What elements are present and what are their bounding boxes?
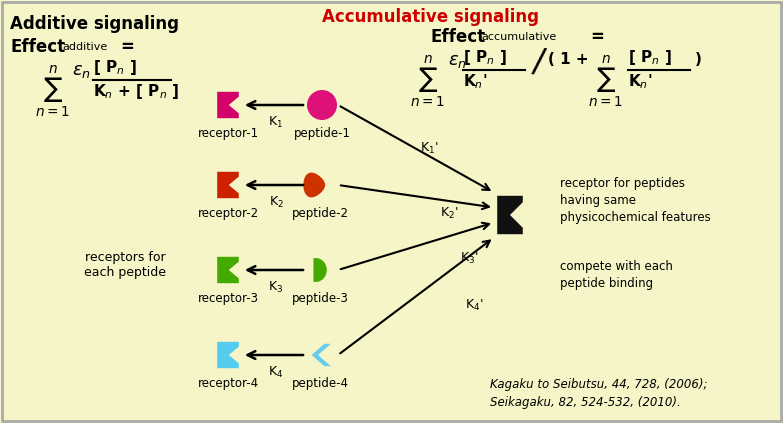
Text: $\varepsilon_n$: $\varepsilon_n$ xyxy=(448,52,467,70)
Text: $\sum_{n=1}^{n}$: $\sum_{n=1}^{n}$ xyxy=(35,65,70,119)
Text: =: = xyxy=(120,38,134,56)
Text: [ P$_n$ ]: [ P$_n$ ] xyxy=(93,58,137,77)
Text: K$_n$': K$_n$' xyxy=(628,72,652,91)
Text: peptide-3: peptide-3 xyxy=(291,292,348,305)
Text: [ P$_n$ ]: [ P$_n$ ] xyxy=(463,48,507,67)
Text: K$_1$': K$_1$' xyxy=(420,140,438,156)
Text: receptor-1: receptor-1 xyxy=(197,127,258,140)
Text: receptor-4: receptor-4 xyxy=(197,377,258,390)
Text: Accumulative signaling: Accumulative signaling xyxy=(322,8,539,26)
Text: K$_3$: K$_3$ xyxy=(269,280,283,295)
Text: K$_n$': K$_n$' xyxy=(463,72,488,91)
Text: $\sum_{n=1}^{n}$: $\sum_{n=1}^{n}$ xyxy=(410,55,445,110)
Text: K$_3$': K$_3$' xyxy=(460,250,478,266)
Text: /: / xyxy=(530,45,547,80)
Text: peptide-4: peptide-4 xyxy=(291,377,348,390)
Text: $\sum_{n=1}^{n}$: $\sum_{n=1}^{n}$ xyxy=(588,55,622,110)
Polygon shape xyxy=(497,196,523,234)
Text: =: = xyxy=(590,28,604,46)
Text: Kagaku to Seibutsu, 44, 728, (2006);
Seikagaku, 82, 524-532, (2010).: Kagaku to Seibutsu, 44, 728, (2006); Sei… xyxy=(490,378,708,409)
Text: $\varepsilon_n$: $\varepsilon_n$ xyxy=(72,62,91,80)
Text: receptors for
each peptide: receptors for each peptide xyxy=(84,251,166,279)
Polygon shape xyxy=(312,344,330,366)
Polygon shape xyxy=(217,342,239,368)
Text: Effect: Effect xyxy=(430,28,485,46)
Polygon shape xyxy=(217,172,239,198)
Text: K$_1$: K$_1$ xyxy=(269,115,283,130)
Text: K$_4$': K$_4$' xyxy=(465,297,483,313)
Text: receptor for peptides
having same
physicochemical features: receptor for peptides having same physic… xyxy=(560,176,711,223)
Text: K$_2$': K$_2$' xyxy=(440,206,459,220)
Polygon shape xyxy=(303,173,325,198)
Text: compete with each
peptide binding: compete with each peptide binding xyxy=(560,260,673,290)
Polygon shape xyxy=(313,258,327,282)
Text: ): ) xyxy=(695,52,702,67)
Text: peptide-2: peptide-2 xyxy=(291,207,348,220)
Text: K$_n$ + [ P$_n$ ]: K$_n$ + [ P$_n$ ] xyxy=(93,82,179,101)
Circle shape xyxy=(307,90,337,120)
Text: Effect: Effect xyxy=(10,38,65,56)
Polygon shape xyxy=(217,92,239,118)
Text: K$_2$: K$_2$ xyxy=(269,195,283,210)
Text: [ P$_n$ ]: [ P$_n$ ] xyxy=(628,48,672,67)
Text: K$_4$: K$_4$ xyxy=(269,365,283,380)
Text: Additive signaling: Additive signaling xyxy=(10,15,179,33)
Text: ( 1 +: ( 1 + xyxy=(548,52,589,67)
Text: receptor-3: receptor-3 xyxy=(197,292,258,305)
Text: accumulative: accumulative xyxy=(481,32,556,42)
Text: additive: additive xyxy=(62,42,107,52)
Text: peptide-1: peptide-1 xyxy=(294,127,351,140)
Text: receptor-2: receptor-2 xyxy=(197,207,258,220)
Polygon shape xyxy=(217,257,239,283)
